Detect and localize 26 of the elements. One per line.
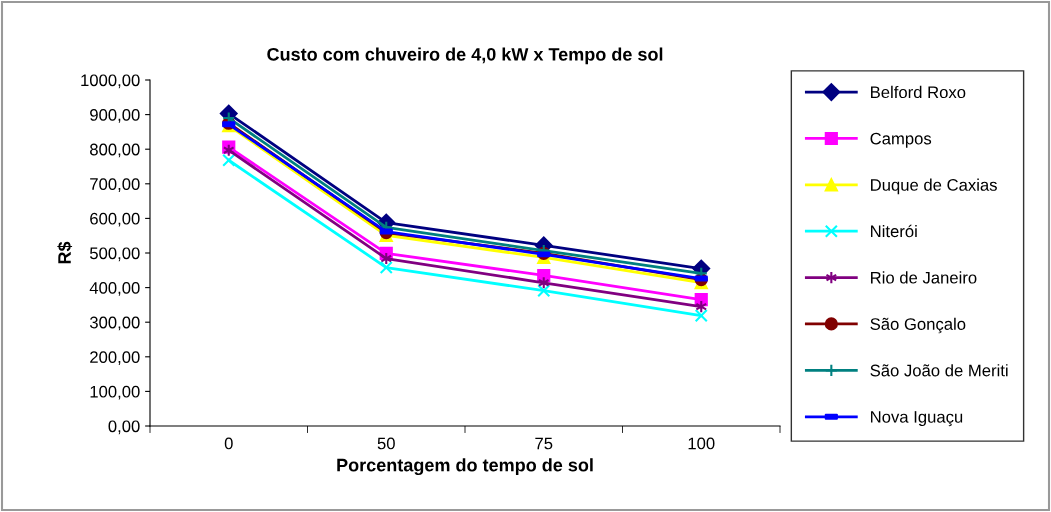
y-tick-label: 400,00 [89, 282, 140, 296]
x-tick-label: 0 [224, 437, 233, 450]
x-tick-label: 50 [377, 437, 395, 450]
legend-label: Campos [870, 132, 932, 148]
y-tick-label: 500,00 [89, 247, 140, 262]
x-tick-label: 75 [535, 437, 553, 450]
y-tick-label: 0,00 [108, 420, 140, 435]
legend-label: Rio de Janeiro [871, 271, 977, 284]
y-tick-label: 700,00 [90, 178, 140, 192]
y-tick-label: 800,00 [90, 143, 140, 158]
y-tick-label: 1000,00 [81, 74, 140, 89]
x-tick-label: 100 [688, 437, 715, 450]
y-tick-label: 200,00 [90, 351, 140, 365]
y-tick-label: 900,00 [90, 109, 140, 123]
legend-label: São João de Meriti [870, 364, 1008, 377]
chart-title: Custo com chuveiro de 4,0 kW x Tempo de sol [267, 47, 663, 65]
legend-label: São Gonçalo [870, 317, 966, 334]
legend-label: Niterói [871, 224, 917, 238]
x-axis-title: Porcentagem do tempo de sol [337, 458, 593, 476]
y-axis-title: R$ [57, 241, 73, 264]
legend-label: Nova Iguaçu [871, 411, 963, 427]
y-tick-label: 100,00 [90, 385, 140, 400]
y-tick-label: 600,00 [90, 212, 140, 227]
legend-label: Duque de Caxias [871, 178, 997, 195]
y-tick-label: 300,00 [89, 316, 140, 331]
legend-label: Belford Roxo [871, 85, 966, 99]
